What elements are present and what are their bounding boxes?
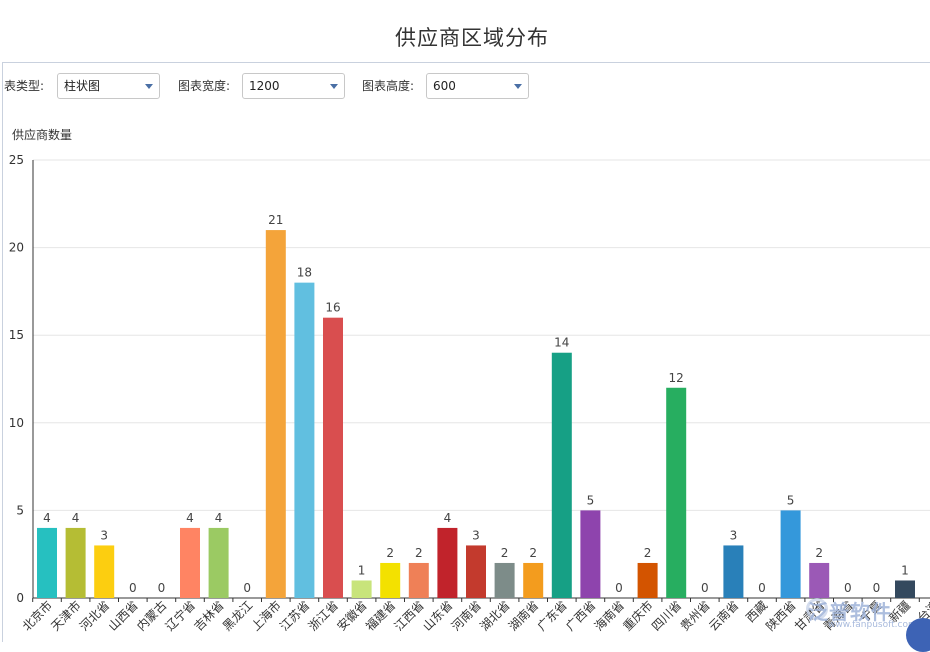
data-label: 2 (815, 546, 823, 560)
x-tick-label: 重庆市 (620, 598, 656, 634)
bar (809, 563, 829, 598)
x-tick-label: 陕西省 (763, 598, 799, 634)
x-tick-label: 贵州省 (678, 598, 713, 633)
bar (781, 510, 801, 598)
bar (94, 545, 114, 598)
bar (895, 580, 915, 598)
bar (638, 563, 658, 598)
x-tick-label: 湖南省 (505, 598, 541, 634)
x-tick-label: 上海市 (248, 598, 284, 634)
data-label: 5 (587, 493, 595, 507)
x-tick-label: 湖北省 (477, 598, 513, 634)
data-label: 0 (615, 581, 623, 595)
x-tick-label: 北京市 (19, 598, 55, 634)
bar (523, 563, 543, 598)
x-tick-label: 山西省 (106, 598, 141, 633)
data-label: 2 (386, 546, 394, 560)
data-label: 2 (415, 546, 423, 560)
x-tick-label: 海南省 (591, 598, 627, 634)
watermark-url: www.fanpusoft.com (828, 620, 917, 630)
data-label: 4 (186, 511, 194, 525)
data-label: 3 (472, 528, 480, 542)
bar (723, 545, 743, 598)
data-label: 1 (901, 563, 909, 577)
data-label: 0 (844, 581, 852, 595)
bar (552, 353, 572, 598)
data-label: 3 (100, 528, 108, 542)
bar (37, 528, 57, 598)
bar (580, 510, 600, 598)
data-label: 2 (501, 546, 509, 560)
bar (495, 563, 515, 598)
chat-button[interactable] (906, 618, 930, 652)
bar (666, 388, 686, 598)
x-tick-label: 山东省 (420, 598, 455, 633)
data-label: 0 (701, 581, 709, 595)
y-tick-label: 15 (9, 328, 24, 342)
data-label: 14 (554, 336, 569, 350)
y-tick-label: 5 (16, 503, 24, 517)
y-tick-label: 20 (9, 241, 24, 255)
bar (66, 528, 86, 598)
bar (323, 318, 343, 598)
data-label: 4 (215, 511, 223, 525)
bar (294, 283, 314, 598)
x-tick-label: 黑龙江 (220, 598, 255, 633)
data-label: 0 (758, 581, 766, 595)
x-tick-label: 河北省 (77, 598, 112, 633)
data-label: 0 (158, 581, 166, 595)
data-label: 0 (129, 581, 137, 595)
x-tick-label: 河南省 (448, 598, 484, 634)
data-label: 3 (730, 528, 738, 542)
x-tick-label: 云南省 (705, 598, 741, 634)
x-tick-label: 天津市 (48, 598, 84, 634)
data-label: 4 (43, 511, 51, 525)
x-tick-label: 广东省 (535, 598, 570, 633)
x-tick-label: 吉林省 (191, 598, 226, 633)
x-tick-label: 辽宁省 (162, 598, 198, 634)
bar (352, 580, 372, 598)
data-label: 0 (243, 581, 251, 595)
data-label: 18 (297, 266, 312, 280)
data-label: 1 (358, 563, 366, 577)
x-tick-label: 安徽省 (334, 598, 370, 634)
bar (209, 528, 229, 598)
x-tick-label: 广西省 (563, 598, 598, 633)
data-label: 2 (529, 546, 537, 560)
data-label: 4 (72, 511, 80, 525)
x-tick-label: 福建省 (362, 598, 398, 634)
x-tick-label: 内蒙古 (133, 598, 169, 634)
x-tick-label: 江西省 (392, 598, 427, 633)
x-tick-label: 江苏省 (277, 598, 312, 633)
data-label: 21 (268, 213, 283, 227)
data-label: 5 (787, 493, 795, 507)
data-label: 0 (873, 581, 881, 595)
data-label: 12 (669, 371, 684, 385)
bar (180, 528, 200, 598)
bar (409, 563, 429, 598)
bar (466, 545, 486, 598)
data-label: 16 (325, 301, 340, 315)
bar (266, 230, 286, 598)
y-tick-label: 0 (16, 591, 24, 605)
bar (437, 528, 457, 598)
x-tick-label: 浙江省 (306, 598, 341, 633)
bar (380, 563, 400, 598)
y-tick-label: 25 (9, 153, 24, 167)
x-tick-label: 四川省 (649, 598, 684, 633)
data-label: 4 (444, 511, 452, 525)
y-tick-label: 10 (9, 416, 24, 430)
data-label: 2 (644, 546, 652, 560)
